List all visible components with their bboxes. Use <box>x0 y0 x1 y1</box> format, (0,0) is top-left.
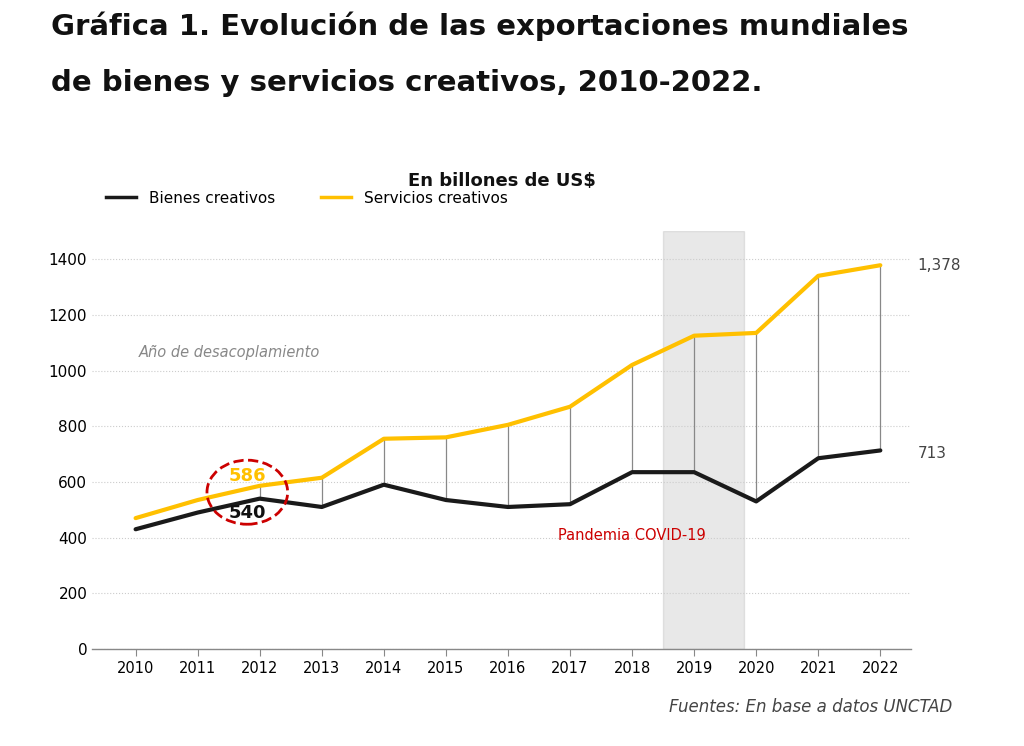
Text: 586: 586 <box>228 467 266 486</box>
Text: Pandemia COVID-19: Pandemia COVID-19 <box>558 528 706 543</box>
Text: 713: 713 <box>918 445 946 461</box>
Text: Gráfica 1. Evolución de las exportaciones mundiales: Gráfica 1. Evolución de las exportacione… <box>51 11 908 41</box>
Text: 540: 540 <box>228 504 266 521</box>
Text: Fuentes: En base a datos UNCTAD: Fuentes: En base a datos UNCTAD <box>669 698 952 716</box>
Bar <box>664 231 743 649</box>
Text: de bienes y servicios creativos, 2010-2022.: de bienes y servicios creativos, 2010-20… <box>51 69 763 97</box>
Text: Año de desacoplamiento: Año de desacoplamiento <box>138 345 321 360</box>
Text: En billones de US$: En billones de US$ <box>408 172 596 190</box>
Legend: Bienes creativos, Servicios creativos: Bienes creativos, Servicios creativos <box>99 184 513 212</box>
Text: 1,378: 1,378 <box>918 257 962 273</box>
